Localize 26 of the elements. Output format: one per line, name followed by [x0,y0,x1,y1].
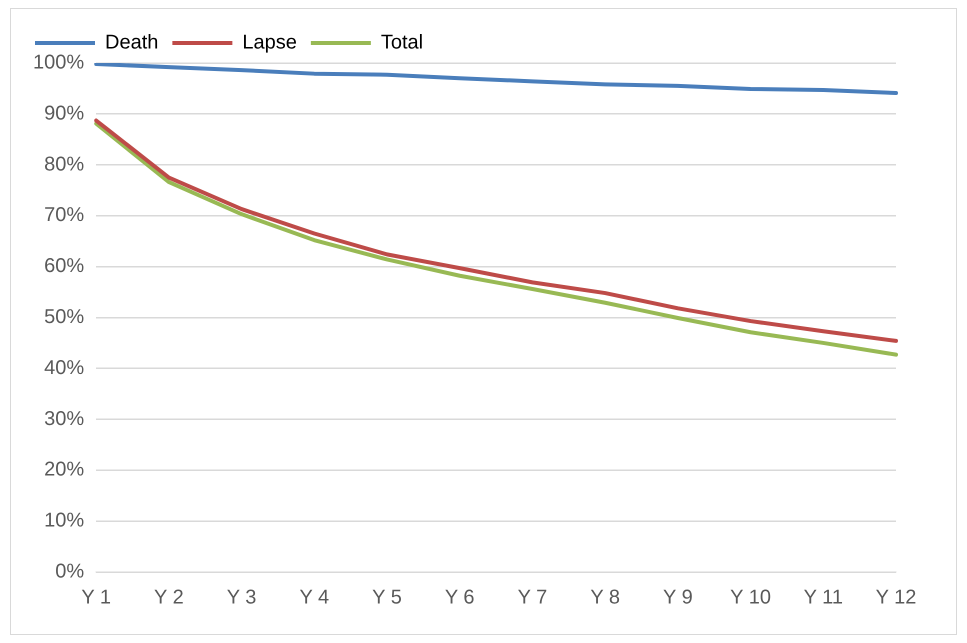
y-tick-label: 100% [32,52,84,74]
y-tick-label: 0% [55,560,84,583]
legend-label: Lapse [242,32,297,54]
y-tick-label: 80% [44,153,84,176]
x-tick-label: Y 1 [81,586,111,609]
x-tick-label: Y 12 [876,586,916,609]
y-tick-label: 50% [44,306,84,328]
y-tick-label: 60% [44,255,84,278]
legend-label: Total [380,32,424,54]
y-tick-label: 10% [44,510,84,532]
x-tick-label: Y 4 [299,586,330,609]
x-tick-label: Y 10 [730,586,771,609]
x-tick-label: Y 2 [154,586,184,609]
legend-label: Death [105,32,158,54]
x-tick-label: Y 9 [663,586,693,609]
x-tick-label: Y 11 [804,586,843,609]
y-tick-label: 70% [44,204,84,226]
x-tick-label: Y 6 [444,586,475,609]
x-tick-label: Y 7 [518,586,548,609]
y-tick-label: 90% [44,102,84,124]
y-tick-label: 30% [44,408,84,430]
y-tick-label: 40% [44,356,84,379]
x-tick-label: Y 8 [590,586,620,609]
x-tick-label: Y 3 [226,586,256,609]
x-tick-label: Y 5 [372,586,402,609]
y-tick-label: 20% [44,458,84,481]
